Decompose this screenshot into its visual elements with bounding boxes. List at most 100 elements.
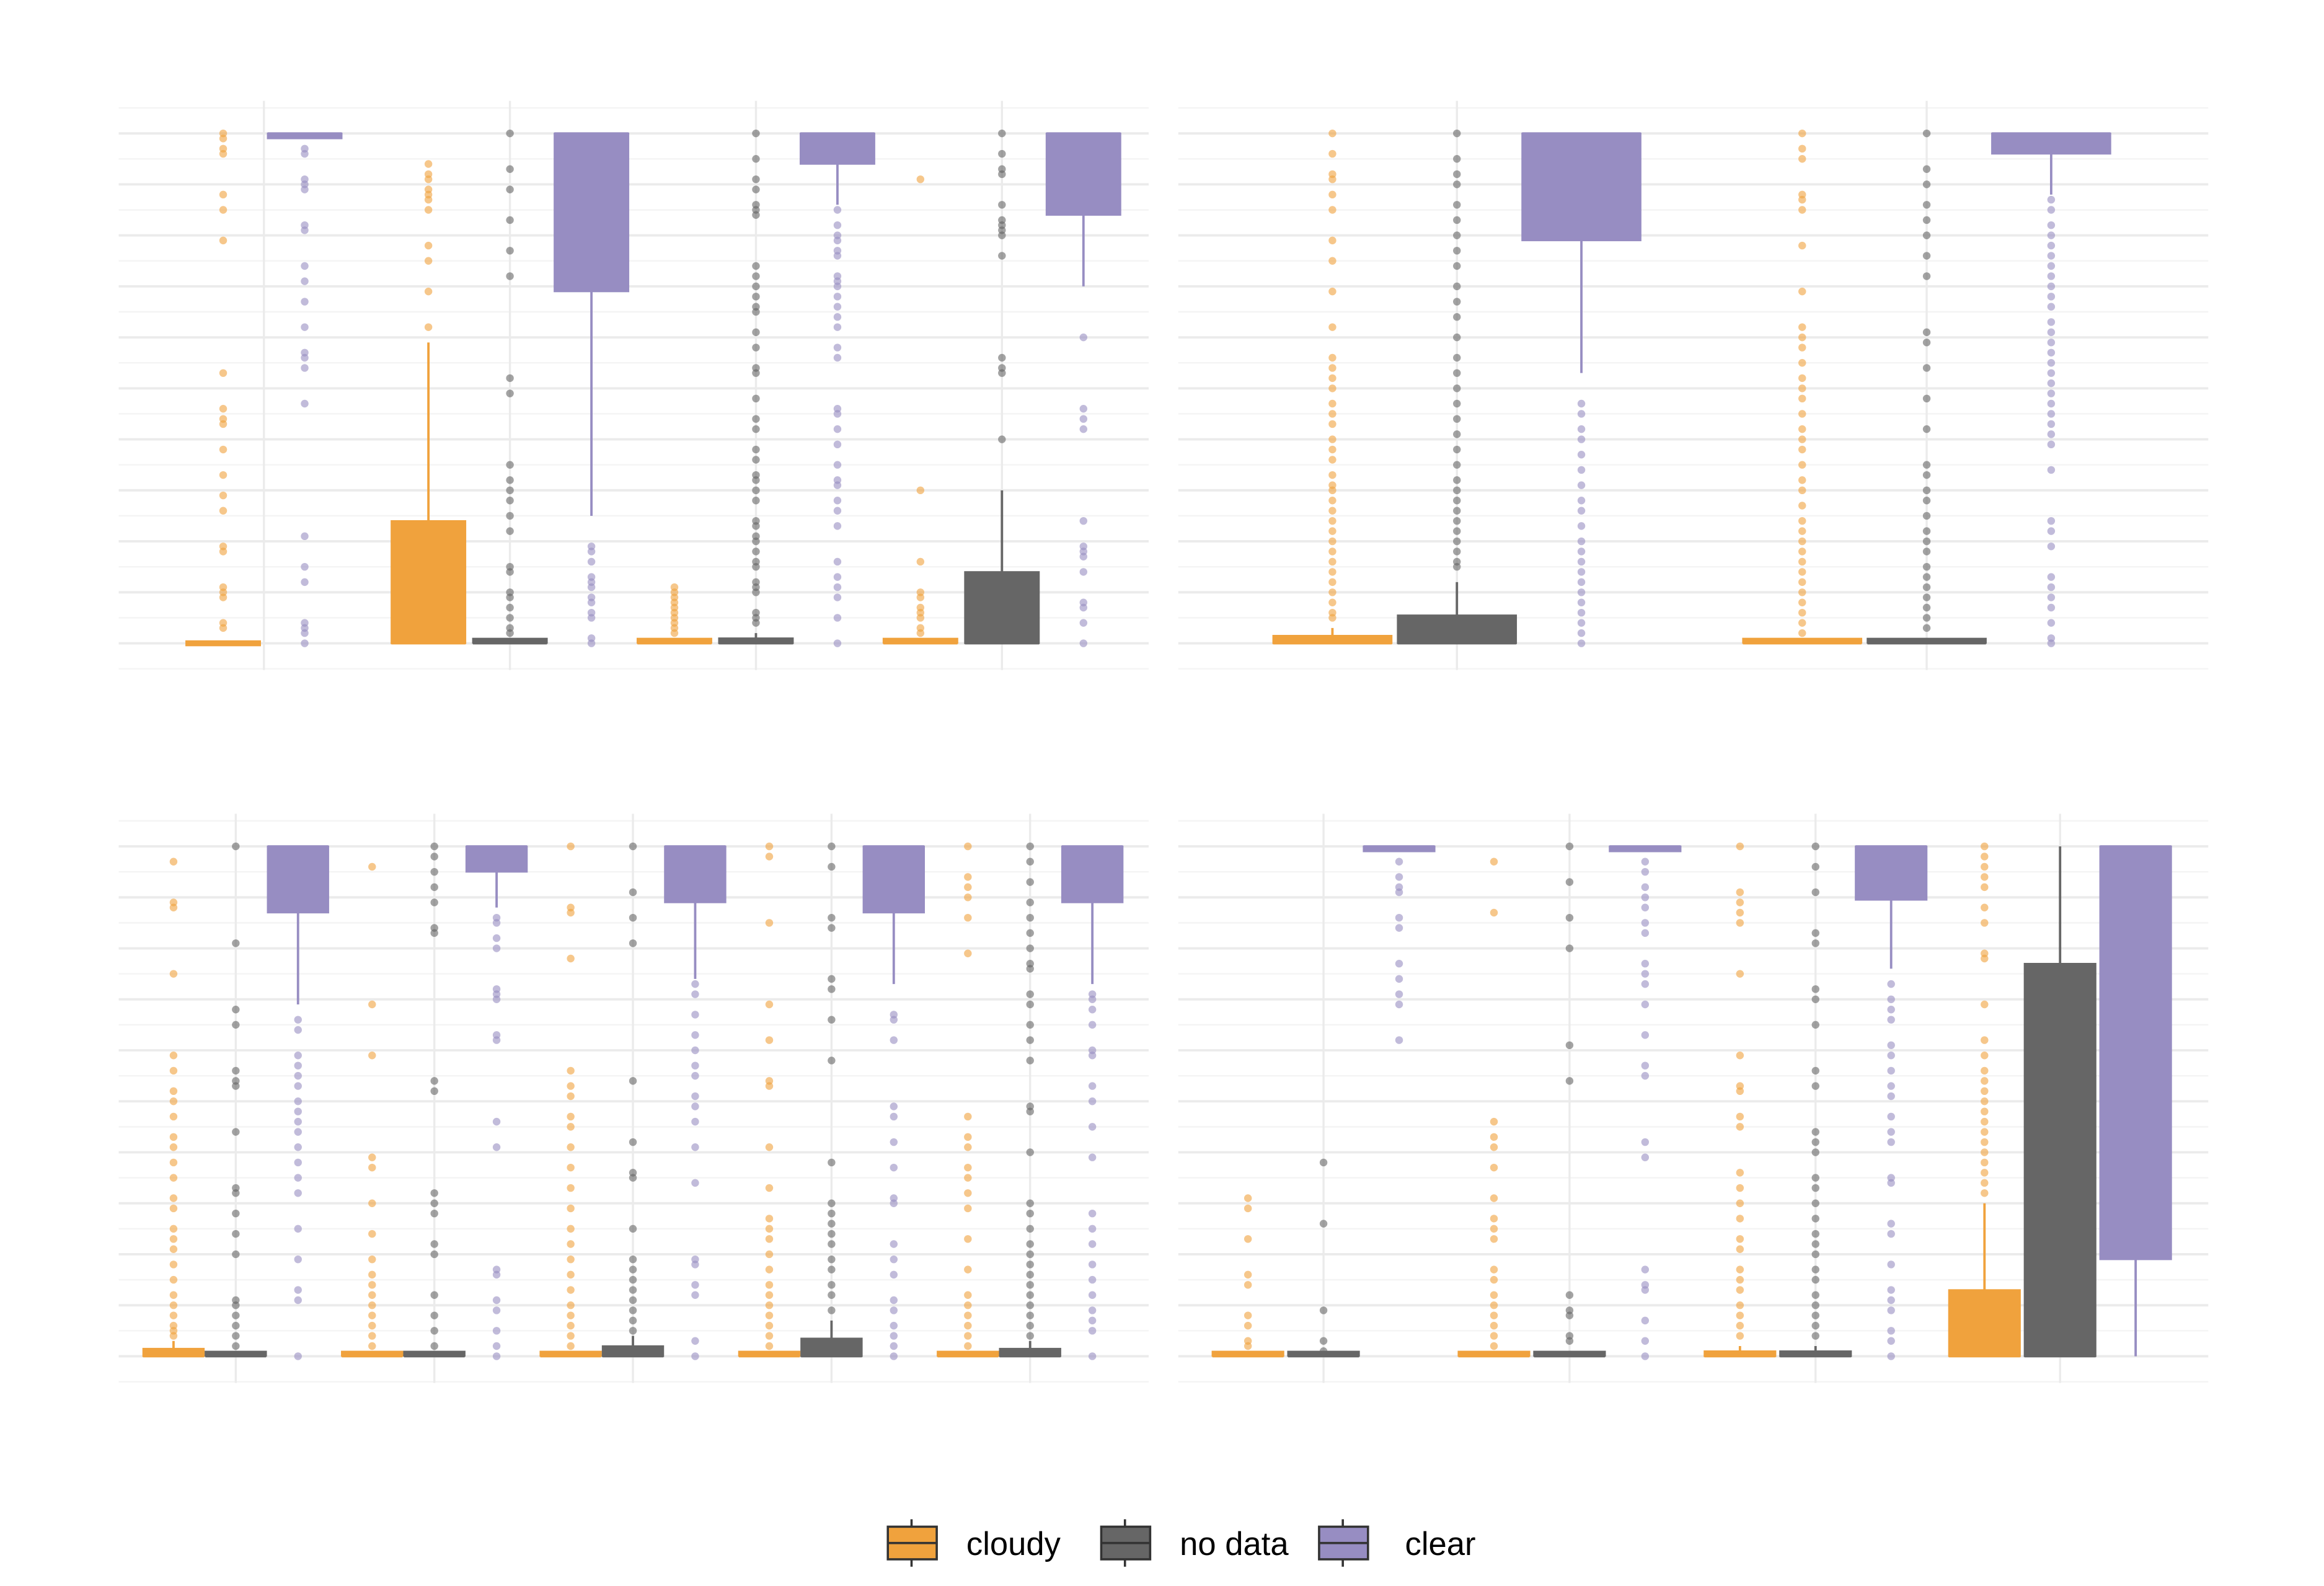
outlier-point bbox=[964, 1133, 972, 1141]
outlier-point bbox=[1328, 547, 1337, 556]
outlier-point bbox=[1981, 853, 1989, 861]
outlier-point bbox=[1453, 129, 1461, 138]
outlier-point bbox=[833, 522, 842, 530]
outlier-point bbox=[1490, 1291, 1498, 1299]
outlier-point bbox=[752, 175, 760, 184]
outlier-point bbox=[1811, 1148, 1819, 1156]
outlier-point bbox=[1490, 1235, 1498, 1243]
outlier-point bbox=[232, 1128, 240, 1136]
outlier-point bbox=[368, 1000, 376, 1009]
outlier-point bbox=[1811, 1229, 1819, 1238]
box-cloudy bbox=[637, 583, 712, 645]
outlier-point bbox=[219, 369, 228, 377]
outlier-point bbox=[1026, 1281, 1034, 1289]
outlier-point bbox=[1811, 1138, 1819, 1146]
outlier-point bbox=[1922, 425, 1931, 433]
outlier-point bbox=[1328, 129, 1337, 138]
outlier-point bbox=[828, 1281, 836, 1289]
outlier-point bbox=[1328, 497, 1337, 505]
outlier-point bbox=[169, 1112, 178, 1121]
outlier-point bbox=[492, 1143, 501, 1151]
outlier-point bbox=[1887, 1138, 1895, 1146]
outlier-point bbox=[629, 939, 637, 947]
outlier-point bbox=[1736, 1286, 1744, 1294]
outlier-point bbox=[492, 1327, 501, 1335]
outlier-point bbox=[368, 1291, 376, 1299]
outlier-point bbox=[506, 129, 514, 138]
outlier-point bbox=[1026, 1291, 1034, 1299]
outlier-point bbox=[890, 1036, 898, 1044]
outlier-point bbox=[1026, 1209, 1034, 1218]
outlier-point bbox=[2047, 272, 2056, 280]
outlier-point bbox=[1981, 1117, 1989, 1126]
outlier-point bbox=[1088, 1225, 1097, 1233]
box-body bbox=[1855, 845, 1928, 901]
box-clear bbox=[862, 845, 925, 1360]
outlier-point bbox=[833, 206, 842, 214]
outlier-point bbox=[2047, 466, 2056, 474]
outlier-point bbox=[1798, 588, 1806, 596]
outlier-point bbox=[1981, 862, 1989, 871]
outlier-point bbox=[1922, 231, 1931, 239]
outlier-point bbox=[1981, 1107, 1989, 1115]
outlier-point bbox=[1026, 965, 1034, 973]
box-clear bbox=[664, 845, 727, 1360]
outlier-point bbox=[833, 461, 842, 469]
outlier-point bbox=[368, 1255, 376, 1264]
outlier-point bbox=[301, 578, 309, 587]
outlier-point bbox=[2047, 241, 2056, 250]
outlier-point bbox=[1490, 1311, 1498, 1319]
outlier-point bbox=[1328, 353, 1337, 362]
outlier-point bbox=[1319, 1158, 1328, 1167]
outlier-point bbox=[765, 1036, 774, 1044]
outlier-point bbox=[670, 629, 679, 637]
outlier-point bbox=[890, 1270, 898, 1279]
outlier-point bbox=[492, 1117, 501, 1126]
outlier-point bbox=[169, 1275, 178, 1284]
outlier-point bbox=[833, 410, 842, 418]
outlier-point bbox=[1026, 857, 1034, 866]
outlier-point bbox=[368, 1301, 376, 1309]
outlier-point bbox=[1395, 1036, 1403, 1044]
outlier-point bbox=[567, 1255, 575, 1264]
outlier-point bbox=[828, 924, 836, 932]
outlier-point bbox=[629, 1327, 637, 1335]
outlier-point bbox=[1453, 231, 1461, 239]
outlier-point bbox=[1981, 1158, 1989, 1167]
legend-key-no-data bbox=[1100, 1519, 1152, 1567]
outlier-point bbox=[1453, 353, 1461, 362]
outlier-point bbox=[833, 293, 842, 301]
outlier-point bbox=[1395, 873, 1403, 881]
outlier-point bbox=[1026, 878, 1034, 886]
outlier-point bbox=[2047, 573, 2056, 581]
outlier-point bbox=[219, 593, 228, 601]
outlier-point bbox=[1922, 486, 1931, 495]
outlier-point bbox=[828, 1291, 836, 1299]
outlier-point bbox=[1922, 527, 1931, 535]
outlier-point bbox=[1577, 568, 1586, 576]
outlier-point bbox=[1565, 878, 1574, 886]
box-cloudy bbox=[1703, 842, 1777, 1358]
outlier-point bbox=[1088, 1006, 1097, 1014]
outlier-point bbox=[1798, 384, 1806, 392]
outlier-point bbox=[890, 1240, 898, 1248]
outlier-point bbox=[890, 1199, 898, 1207]
outlier-point bbox=[219, 547, 228, 556]
outlier-point bbox=[1798, 537, 1806, 546]
outlier-point bbox=[828, 985, 836, 993]
outlier-point bbox=[765, 1332, 774, 1340]
outlier-point bbox=[1453, 216, 1461, 224]
box-no-data bbox=[800, 842, 863, 1358]
outlier-point bbox=[765, 1321, 774, 1330]
outlier-point bbox=[1079, 639, 1088, 647]
outlier-point bbox=[567, 1342, 575, 1350]
outlier-point bbox=[587, 557, 596, 566]
outlier-point bbox=[1736, 919, 1744, 927]
outlier-point bbox=[1981, 1189, 1989, 1197]
outlier-point bbox=[301, 185, 309, 193]
outlier-point bbox=[691, 1117, 699, 1126]
outlier-point bbox=[492, 1270, 501, 1279]
outlier-point bbox=[998, 231, 1006, 239]
outlier-point bbox=[1641, 1061, 1650, 1070]
outlier-point bbox=[1922, 252, 1931, 260]
